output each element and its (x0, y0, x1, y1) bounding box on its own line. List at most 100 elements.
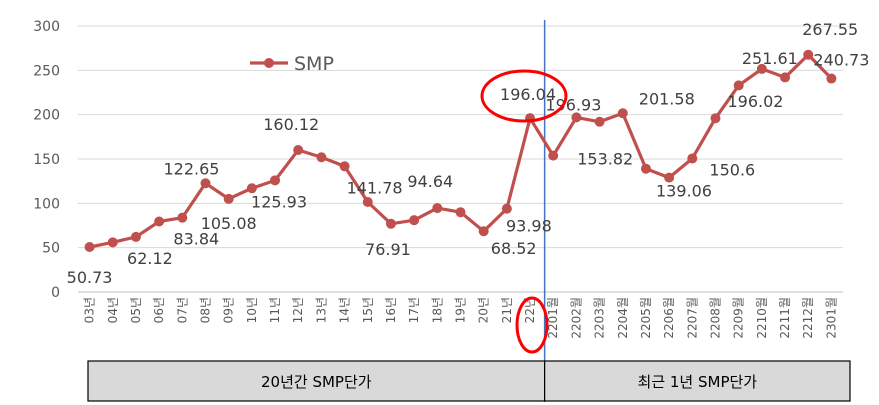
x-tick-label: 2206월 (662, 297, 676, 339)
data-label: 160.12 (263, 115, 319, 134)
data-point (385, 218, 396, 229)
x-tick-label: 2203월 (593, 297, 607, 339)
highlight-circle-196-04 (480, 69, 568, 123)
period-label-recent-year: 최근 1년 SMP단가 (638, 373, 758, 391)
data-point (154, 216, 165, 227)
x-tick-label: 2208월 (709, 297, 723, 339)
data-point (107, 237, 118, 248)
y-tick-label: 100 (33, 196, 60, 212)
x-tick-label: 12년 (291, 297, 305, 323)
data-point (362, 197, 373, 208)
x-tick-label: 2212월 (801, 297, 815, 339)
legend-swatch-marker (264, 58, 274, 68)
y-tick-label: 300 (33, 19, 60, 35)
data-point (803, 49, 814, 60)
x-tick-label: 2201월 (546, 297, 560, 339)
data-label: 94.64 (407, 172, 453, 191)
data-point (756, 63, 767, 74)
period-box-20-years (87, 360, 546, 402)
data-point (270, 175, 281, 186)
highlight-circles (480, 69, 568, 354)
x-tick-label: 2205월 (639, 297, 653, 339)
data-point (664, 172, 675, 183)
data-point (501, 203, 512, 214)
series-smp (84, 49, 837, 253)
x-tick-label: 2301월 (824, 297, 838, 339)
data-label: 251.61 (742, 49, 798, 68)
x-tick-label: 2204월 (616, 297, 630, 339)
data-point (826, 73, 837, 84)
data-point (223, 193, 234, 204)
x-tick-label: 05년 (129, 297, 143, 323)
data-label: 50.73 (67, 268, 113, 287)
gridlines (78, 25, 843, 293)
legend-label-smp: SMP (294, 53, 334, 75)
data-label: 105.08 (201, 214, 257, 233)
data-label: 76.91 (365, 240, 411, 259)
data-point (293, 145, 304, 156)
period-footer: 20년간 SMP단가 최근 1년 SMP단가 (87, 360, 851, 402)
y-tick-label: 250 (33, 63, 60, 79)
data-label: 93.98 (506, 217, 552, 236)
x-tick-label: 10년 (245, 297, 259, 323)
y-tick-label: 200 (33, 108, 60, 124)
period-label-20-years: 20년간 SMP단가 (261, 373, 372, 391)
x-tick-label: 17년 (407, 297, 421, 323)
x-tick-label: 13년 (314, 297, 328, 323)
data-label: 62.12 (127, 249, 173, 268)
data-point (84, 242, 95, 253)
data-point (780, 72, 791, 83)
y-tick-label: 50 (42, 241, 60, 257)
x-tick-label: 09년 (222, 297, 236, 323)
highlight-circle-22 (515, 296, 549, 354)
data-label: 83.84 (173, 230, 219, 249)
data-point (432, 203, 443, 214)
x-tick-label: 07년 (175, 297, 189, 323)
x-tick-label: 06년 (152, 297, 166, 323)
x-tick-label: 04년 (106, 297, 120, 323)
data-label: 68.52 (491, 239, 537, 258)
data-label: 150.6 (709, 160, 755, 179)
y-tick-label: 150 (33, 152, 60, 168)
data-point (130, 231, 141, 242)
data-label: 196.02 (728, 92, 784, 111)
x-axis: 03년 04년 05년 06년 07년 08년 09년 10년 11년 12년 13년 14년 15년 1… (83, 297, 839, 339)
data-point (316, 152, 327, 163)
x-tick-label: 22년 (523, 297, 537, 323)
data-label: 267.55 (802, 20, 858, 39)
data-point (733, 80, 744, 91)
legend: SMP (250, 53, 334, 75)
data-point (455, 207, 466, 218)
data-point (640, 163, 651, 174)
data-label: 201.58 (639, 89, 695, 108)
x-tick-label: 14년 (338, 297, 352, 323)
data-point (571, 112, 582, 123)
data-point (177, 212, 188, 223)
data-label: 240.73 (813, 51, 869, 70)
data-point (200, 178, 211, 189)
x-tick-label: 18년 (430, 297, 444, 323)
x-tick-label: 19년 (454, 297, 468, 323)
period-box-recent-year (544, 360, 851, 402)
data-point (594, 116, 605, 127)
y-axis: 0 50 100 150 200 250 300 (33, 19, 60, 301)
data-label: 122.65 (164, 159, 220, 178)
x-tick-label: 2209월 (732, 297, 746, 339)
x-tick-label: 03년 (83, 297, 97, 323)
data-label: 125.93 (251, 192, 307, 211)
data-point (617, 108, 628, 119)
data-point (478, 226, 489, 237)
x-tick-label: 15년 (361, 297, 375, 323)
x-tick-label: 11년 (268, 297, 282, 323)
data-point (409, 215, 420, 226)
data-label: 139.06 (656, 182, 712, 201)
x-tick-label: 20년 (477, 297, 491, 323)
x-tick-label: 2211월 (778, 297, 792, 339)
data-point (710, 113, 721, 124)
data-point (246, 183, 257, 194)
x-tick-label: 21년 (500, 297, 514, 323)
data-label: 141.78 (347, 178, 403, 197)
y-tick-label: 0 (51, 285, 60, 301)
x-tick-label: 2207월 (685, 297, 699, 339)
